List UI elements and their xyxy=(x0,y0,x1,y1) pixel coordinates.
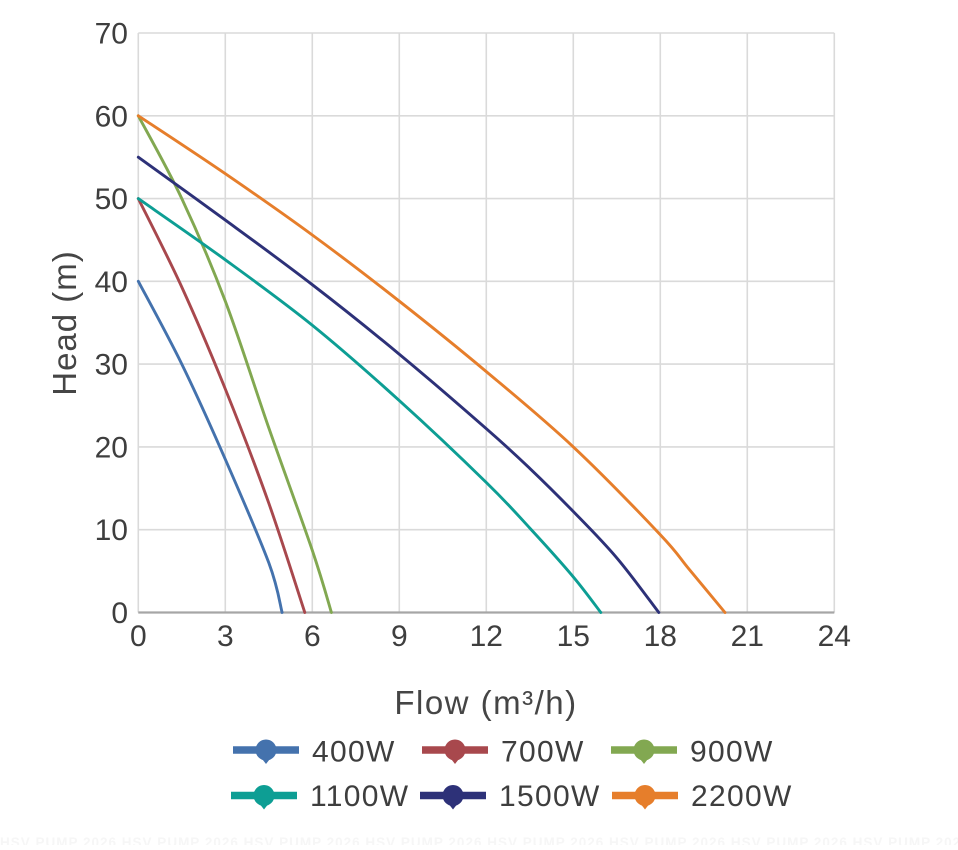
svg-text:6: 6 xyxy=(304,620,321,653)
svg-text:1500W: 1500W xyxy=(499,780,601,813)
svg-text:15: 15 xyxy=(557,620,590,653)
svg-text:0: 0 xyxy=(130,620,147,653)
svg-text:60: 60 xyxy=(95,100,128,133)
svg-text:900W: 900W xyxy=(690,736,774,769)
svg-text:3: 3 xyxy=(217,620,234,653)
svg-text:Head (m): Head (m) xyxy=(46,250,83,396)
svg-text:Flow (m³/h): Flow (m³/h) xyxy=(394,684,577,721)
svg-text:2200W: 2200W xyxy=(691,780,793,813)
svg-text:21: 21 xyxy=(731,620,764,653)
svg-text:1100W: 1100W xyxy=(310,780,409,813)
svg-text:10: 10 xyxy=(95,514,128,547)
svg-text:HSV PUMP 2026 HSV PUMP 2026 HS: HSV PUMP 2026 HSV PUMP 2026 HSV PUMP 202… xyxy=(0,835,958,845)
svg-text:30: 30 xyxy=(95,349,128,382)
svg-text:700W: 700W xyxy=(501,736,585,769)
svg-text:12: 12 xyxy=(470,620,503,653)
svg-text:50: 50 xyxy=(95,183,128,216)
svg-text:9: 9 xyxy=(391,620,408,653)
svg-text:40: 40 xyxy=(95,266,128,299)
svg-text:70: 70 xyxy=(95,18,128,51)
svg-text:18: 18 xyxy=(644,620,677,653)
svg-text:24: 24 xyxy=(818,620,851,653)
svg-text:0: 0 xyxy=(111,597,128,630)
svg-text:400W: 400W xyxy=(312,736,396,769)
svg-text:20: 20 xyxy=(95,431,128,464)
